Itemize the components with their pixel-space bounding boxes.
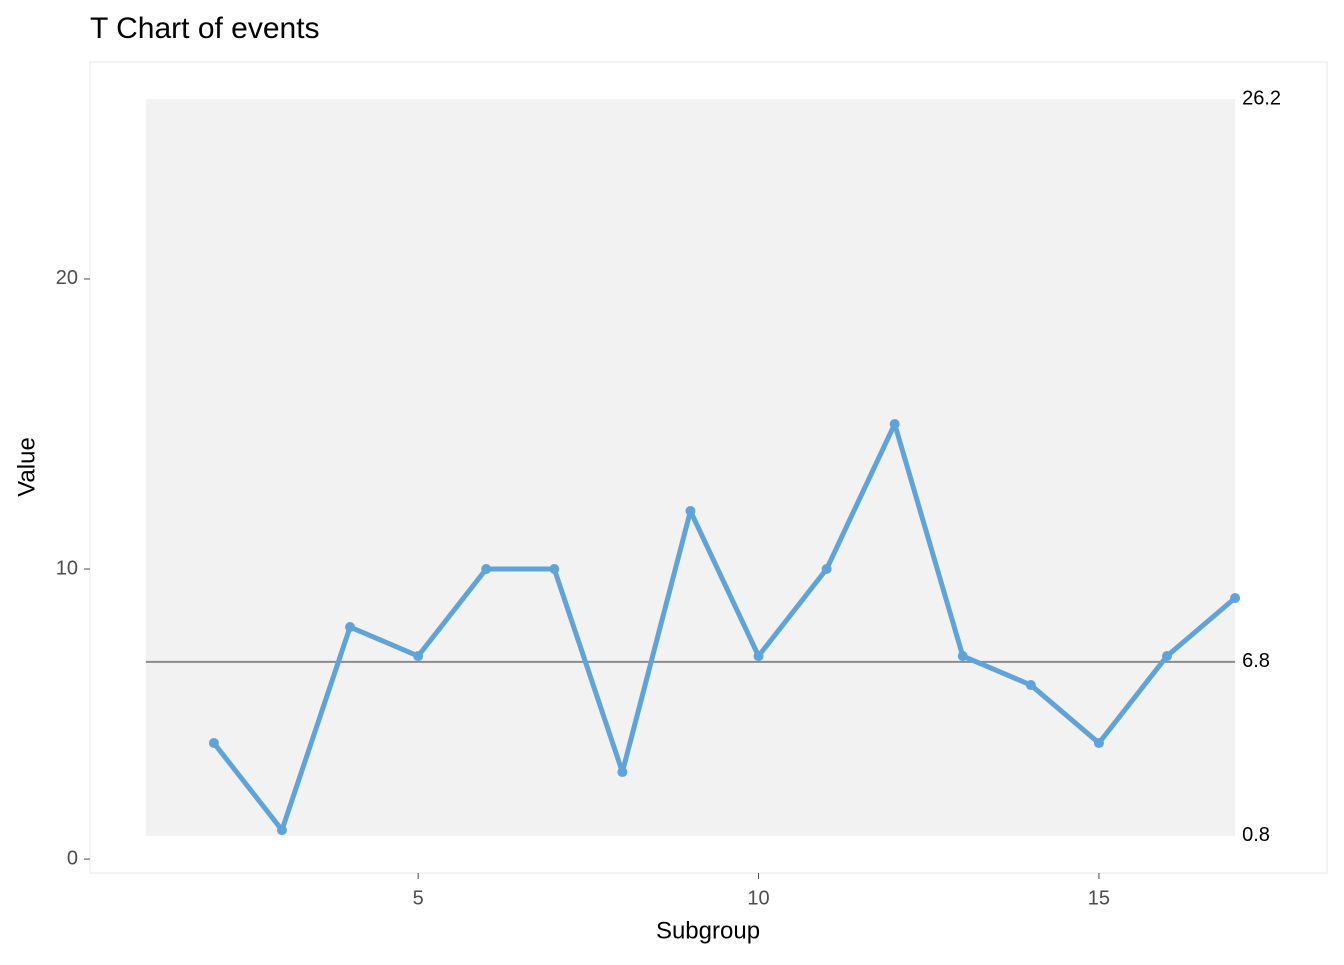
y-tick-label: 20 [56,267,78,289]
x-axis-label: Subgroup [656,917,760,944]
data-point [208,738,219,749]
data-point [276,825,287,836]
center-line-label: 6.8 [1242,650,1270,672]
data-point [821,564,832,575]
data-point [549,564,560,575]
x-tick-label: 10 [747,887,769,909]
data-point [1230,593,1241,604]
chart-title: T Chart of events [90,12,320,45]
data-point [1025,680,1036,691]
lcl-label: 0.8 [1242,824,1270,846]
data-point [617,767,628,778]
y-tick-label: 10 [56,557,78,579]
data-point [481,564,492,575]
data-point [345,622,356,633]
x-tick-label: 15 [1088,887,1110,909]
data-point [1162,651,1173,662]
x-tick-label: 5 [413,887,424,909]
control-band [145,99,1236,836]
data-point [957,651,968,662]
y-tick-label: 0 [67,847,78,869]
y-axis-label: Value [13,437,40,497]
data-point [753,651,764,662]
data-point [889,418,900,429]
ucl-label: 26.2 [1242,87,1281,109]
series-line [211,421,1238,833]
data-point [413,651,424,662]
data-point [1093,738,1104,749]
data-point [685,506,696,517]
